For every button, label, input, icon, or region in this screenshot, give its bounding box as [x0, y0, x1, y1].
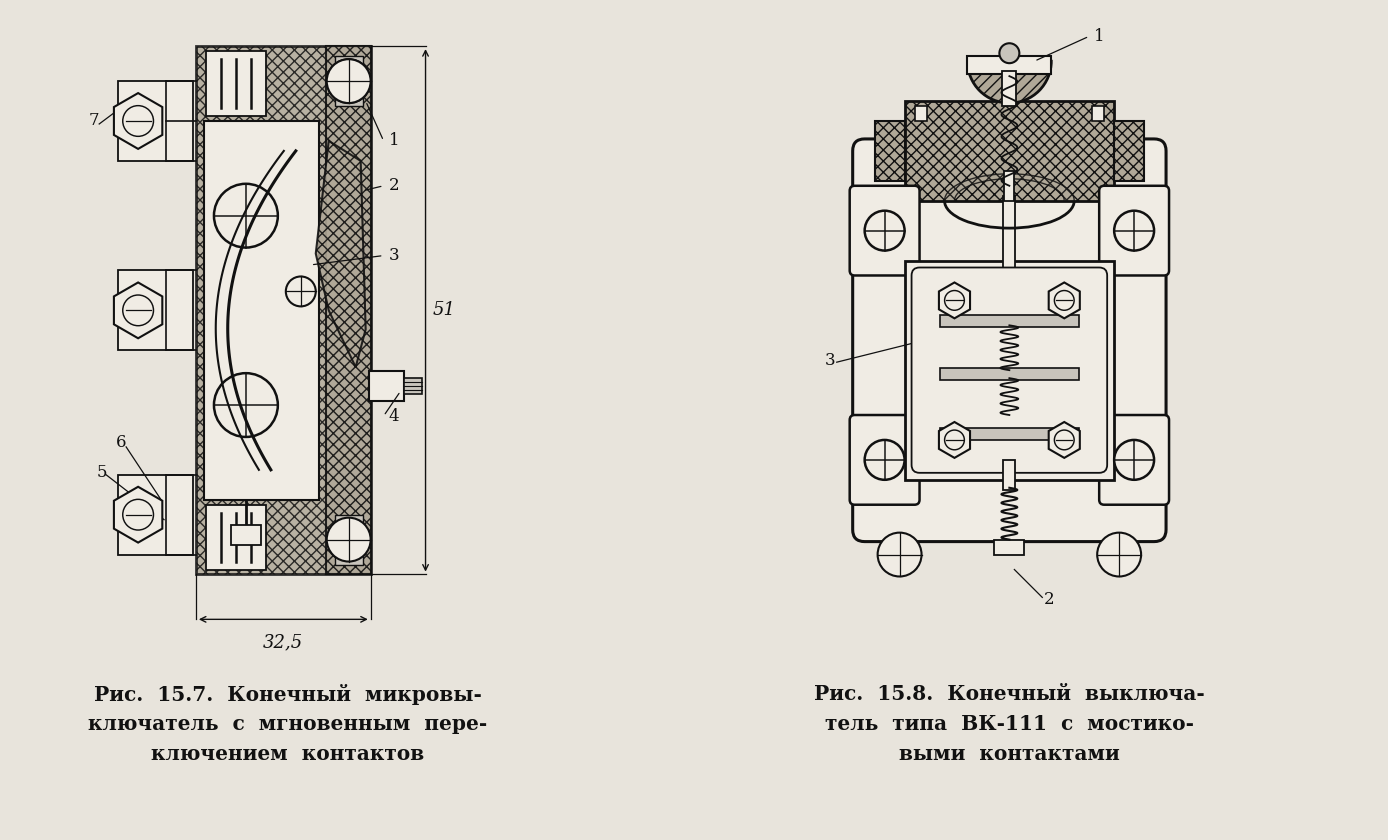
Bar [1092, 106, 1105, 121]
Circle shape [326, 59, 371, 103]
Bar [994, 539, 1024, 554]
Bar [915, 106, 927, 121]
Polygon shape [1049, 282, 1080, 318]
Polygon shape [938, 422, 970, 458]
Circle shape [286, 276, 315, 307]
Text: 4: 4 [389, 407, 400, 424]
Polygon shape [315, 141, 365, 367]
Bar [940, 428, 1080, 440]
Text: тель  типа  ВК-111  с  мостико-: тель типа ВК-111 с мостико- [824, 714, 1194, 734]
Text: 6: 6 [117, 434, 126, 451]
Bar [196, 46, 371, 575]
Bar [230, 525, 261, 544]
Circle shape [122, 106, 154, 136]
Text: Рис.  15.7.  Конечный  микровы-: Рис. 15.7. Конечный микровы- [94, 684, 482, 705]
Bar [118, 270, 193, 350]
Bar [1002, 71, 1016, 106]
Bar [205, 51, 266, 116]
Bar [1005, 171, 1015, 201]
Text: 1: 1 [1094, 28, 1105, 45]
Text: 5: 5 [96, 465, 107, 481]
Bar [118, 475, 193, 554]
Bar [369, 371, 404, 401]
Bar [335, 515, 362, 564]
Bar [905, 260, 1115, 480]
Bar [205, 505, 266, 570]
Bar [204, 121, 319, 500]
Text: 2: 2 [1044, 591, 1055, 608]
FancyBboxPatch shape [849, 186, 919, 276]
Polygon shape [1049, 422, 1080, 458]
Text: 32,5: 32,5 [262, 633, 303, 651]
FancyBboxPatch shape [1099, 186, 1169, 276]
Text: Рис.  15.8.  Конечный  выключа-: Рис. 15.8. Конечный выключа- [813, 684, 1205, 704]
FancyBboxPatch shape [912, 267, 1108, 473]
Bar [326, 46, 371, 575]
Circle shape [326, 59, 371, 103]
Text: 1: 1 [389, 133, 400, 150]
Circle shape [865, 211, 905, 250]
Circle shape [999, 43, 1019, 63]
Polygon shape [944, 174, 1074, 201]
Bar [940, 368, 1080, 381]
Circle shape [1115, 211, 1153, 250]
FancyBboxPatch shape [849, 415, 919, 505]
Text: ключатель  с  мгновенным  пере-: ключатель с мгновенным пере- [89, 714, 487, 734]
Text: 3: 3 [824, 352, 836, 369]
Bar [1115, 121, 1144, 181]
Polygon shape [938, 282, 970, 318]
Text: ключением  контактов: ключением контактов [151, 744, 425, 764]
Bar [118, 81, 193, 160]
Bar [905, 101, 1115, 201]
Circle shape [1097, 533, 1141, 576]
Circle shape [214, 373, 278, 437]
Polygon shape [114, 486, 162, 543]
Circle shape [1115, 440, 1153, 480]
Circle shape [945, 430, 965, 449]
Circle shape [122, 295, 154, 326]
Text: 3: 3 [389, 247, 400, 264]
Bar [335, 56, 362, 106]
Text: 51: 51 [433, 302, 455, 319]
FancyBboxPatch shape [852, 139, 1166, 542]
Wedge shape [967, 61, 1051, 103]
Text: 7: 7 [89, 113, 99, 129]
Circle shape [122, 499, 154, 530]
Bar [1004, 459, 1016, 490]
Circle shape [1055, 430, 1074, 449]
Bar [1004, 196, 1016, 459]
Text: выми  контактами: выми контактами [899, 744, 1120, 764]
FancyBboxPatch shape [1099, 415, 1169, 505]
Circle shape [865, 440, 905, 480]
Circle shape [1055, 291, 1074, 310]
Polygon shape [114, 282, 162, 339]
Bar [967, 56, 1051, 74]
Circle shape [214, 184, 278, 248]
Circle shape [326, 517, 371, 561]
Circle shape [877, 533, 922, 576]
Bar [874, 121, 905, 181]
Polygon shape [114, 93, 162, 149]
Bar [940, 315, 1080, 328]
Text: 2: 2 [389, 177, 400, 194]
Bar [404, 378, 422, 394]
Circle shape [945, 291, 965, 310]
